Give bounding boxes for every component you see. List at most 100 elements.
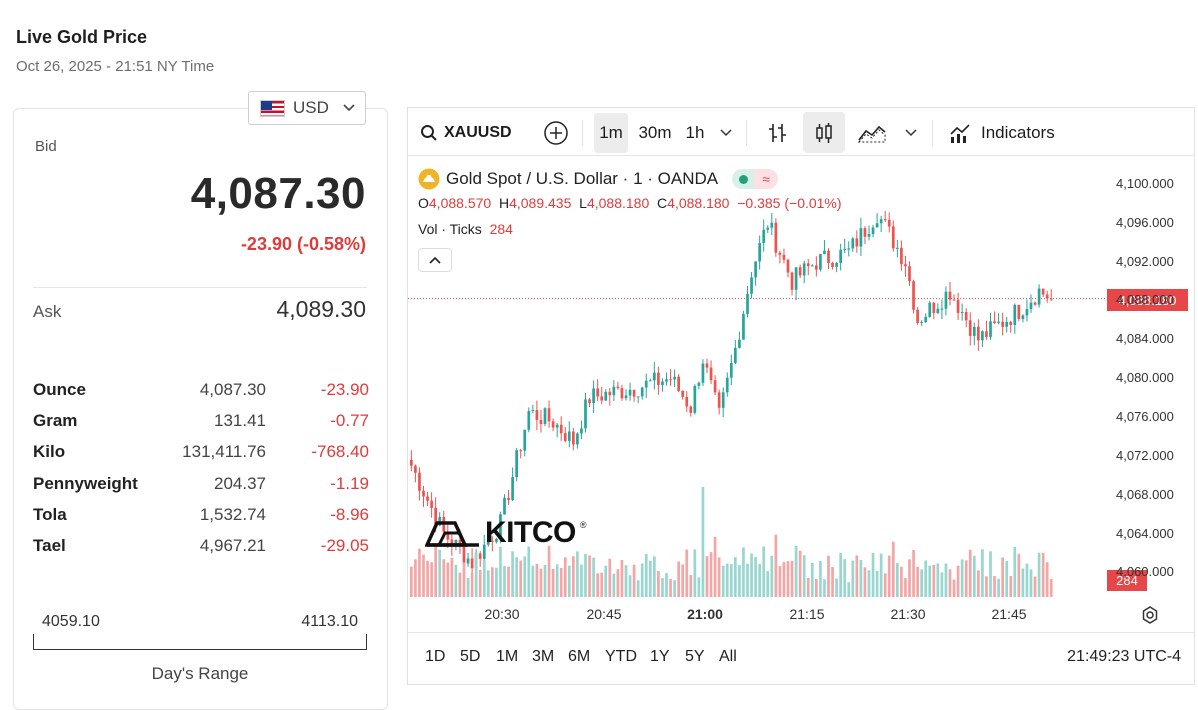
volume-bar bbox=[952, 579, 956, 597]
unit-name: Gram bbox=[33, 411, 78, 430]
volume-bar bbox=[697, 577, 701, 597]
volume-bar bbox=[721, 565, 725, 597]
candle bbox=[879, 219, 883, 224]
range-button-all[interactable]: All bbox=[719, 648, 737, 665]
y-tick-label: 4,060.000 bbox=[1116, 564, 1174, 580]
candle bbox=[717, 392, 721, 408]
candle bbox=[644, 380, 648, 388]
volume-bar bbox=[503, 566, 506, 597]
candle bbox=[620, 388, 624, 399]
unit-row: Gram 131.41 -0.77 bbox=[33, 411, 369, 435]
y-tick-label: 4,088.000 bbox=[1116, 292, 1174, 308]
volume-bar bbox=[454, 564, 458, 597]
candle bbox=[478, 553, 482, 559]
volume-bar bbox=[442, 559, 446, 597]
candles-button[interactable] bbox=[803, 112, 845, 153]
unit-change: -29.05 bbox=[320, 536, 369, 555]
candle bbox=[1025, 309, 1029, 316]
interval-30m[interactable]: 30m bbox=[638, 123, 672, 142]
volume-bar bbox=[596, 573, 599, 597]
currency-select[interactable]: USD bbox=[248, 91, 366, 125]
candle bbox=[466, 558, 470, 564]
candle bbox=[438, 516, 442, 526]
interval-1m[interactable]: 1m bbox=[594, 113, 628, 153]
volume-bar bbox=[778, 566, 782, 597]
symbol-search[interactable]: XAUUSD bbox=[420, 118, 512, 148]
volume-bar bbox=[648, 560, 652, 597]
price-chart[interactable] bbox=[0, 0, 1198, 687]
candle bbox=[831, 262, 834, 267]
volume-bar bbox=[896, 563, 899, 597]
interval-dropdown[interactable] bbox=[716, 113, 736, 153]
range-button-5d[interactable]: 5D bbox=[460, 648, 481, 665]
volume-bar bbox=[612, 573, 616, 597]
candle bbox=[531, 410, 535, 412]
unit-value: 4,967.21 bbox=[199, 536, 266, 555]
collapse-legend-button[interactable] bbox=[418, 248, 452, 272]
volume-bar bbox=[871, 552, 875, 597]
unit-change: -1.19 bbox=[330, 474, 369, 493]
candle bbox=[997, 321, 1000, 323]
candle bbox=[697, 382, 701, 386]
volume-bar bbox=[940, 572, 944, 597]
volume-bar bbox=[1049, 579, 1053, 597]
us-flag-icon bbox=[260, 99, 285, 117]
candle bbox=[580, 428, 583, 434]
volume-bar bbox=[527, 546, 531, 597]
candle bbox=[495, 538, 498, 542]
candle bbox=[543, 408, 547, 425]
bid-label: Bid bbox=[35, 138, 57, 155]
candle bbox=[709, 367, 713, 381]
unit-value: 131.41 bbox=[214, 411, 266, 430]
volume-bar bbox=[742, 547, 745, 597]
candle bbox=[559, 424, 563, 434]
volume-bar bbox=[1033, 576, 1037, 597]
volume-bar bbox=[827, 555, 830, 597]
candle bbox=[928, 302, 932, 317]
candle bbox=[989, 321, 992, 337]
chart-type-button[interactable] bbox=[855, 118, 889, 148]
volume-bar bbox=[754, 557, 757, 597]
unit-name: Pennyweight bbox=[33, 474, 138, 493]
range-button-1m[interactable]: 1M bbox=[496, 648, 519, 665]
bar-replay-button[interactable] bbox=[762, 118, 792, 148]
chart-settings-button[interactable] bbox=[1140, 605, 1162, 627]
range-button-3m[interactable]: 3M bbox=[532, 648, 555, 665]
volume-bar bbox=[462, 562, 466, 597]
interval-1h[interactable]: 1h bbox=[685, 123, 705, 142]
chevron-down-icon bbox=[343, 104, 355, 112]
range-button-1y[interactable]: 1Y bbox=[650, 648, 670, 665]
volume-bar bbox=[584, 553, 587, 597]
volume-bar bbox=[847, 582, 851, 597]
kitco-wordmark: KITCO bbox=[485, 516, 576, 549]
unit-value: 131,411.76 bbox=[182, 442, 266, 461]
candle bbox=[426, 496, 429, 501]
volume-bar bbox=[713, 537, 717, 597]
range-button-1d[interactable]: 1D bbox=[425, 648, 446, 665]
chart-widget bbox=[407, 107, 1195, 685]
candle bbox=[600, 396, 604, 401]
volume-bar bbox=[997, 578, 1000, 597]
compare-button[interactable] bbox=[542, 119, 570, 147]
y-tick-label: 4,064.000 bbox=[1116, 525, 1174, 541]
y-tick-label: 4,096.000 bbox=[1116, 214, 1174, 230]
range-button-5y[interactable]: 5Y bbox=[685, 648, 705, 665]
volume-bar bbox=[592, 557, 595, 597]
page-title: Live Gold Price bbox=[16, 27, 148, 47]
range-button-ytd[interactable]: YTD bbox=[605, 648, 637, 665]
days-range-bar bbox=[33, 634, 367, 650]
y-tick-label: 4,076.000 bbox=[1116, 408, 1174, 424]
candle bbox=[681, 390, 685, 397]
candle bbox=[806, 263, 810, 267]
range-button-6m[interactable]: 6M bbox=[568, 648, 591, 665]
volume-bar bbox=[486, 570, 490, 597]
candle bbox=[414, 465, 417, 473]
volume-bar bbox=[555, 564, 559, 597]
chart-type-dropdown[interactable] bbox=[902, 113, 920, 153]
volume-bar bbox=[968, 549, 972, 597]
candle bbox=[491, 540, 494, 542]
kitco-logo-icon bbox=[425, 521, 479, 547]
candle bbox=[640, 387, 644, 397]
candle bbox=[511, 477, 514, 500]
indicators-button[interactable]: Indicators bbox=[948, 113, 1055, 153]
